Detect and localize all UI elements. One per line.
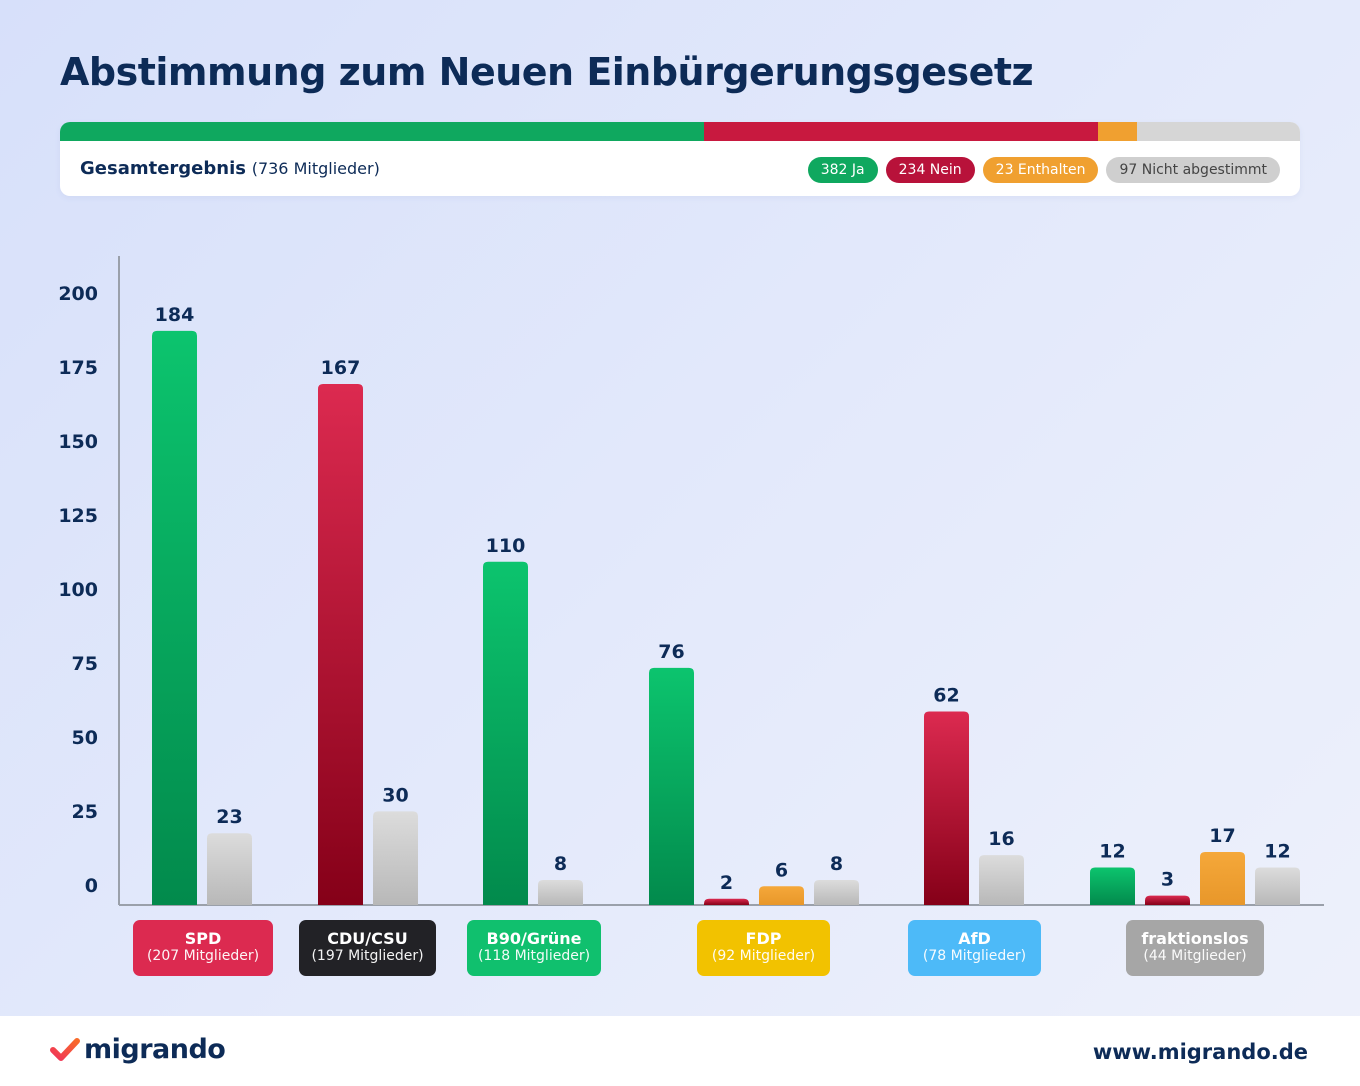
value-label: 8 [830, 853, 843, 875]
value-label: 76 [658, 641, 684, 663]
bars [152, 330, 1300, 906]
value-label: 8 [554, 853, 567, 875]
bar-fraktionslos-nein [1145, 895, 1190, 905]
party-label-cdu-csu: CDU/CSU (197 Mitglieder) [299, 920, 436, 976]
party-name: AfD [958, 929, 991, 948]
result-pill: 23 Enthalten [982, 157, 1099, 183]
y-tick-label: 25 [72, 801, 98, 823]
y-tick-label: 0 [85, 875, 98, 897]
party-label-fraktionslos: fraktionslos (44 Mitglieder) [1126, 920, 1264, 976]
bar-fraktionslos-nicht-abgestimmt [1255, 867, 1300, 905]
value-label: 110 [486, 535, 526, 557]
party-name: fraktionslos [1141, 929, 1249, 948]
y-tick-label: 100 [58, 579, 98, 601]
website-link[interactable]: www.migrando.de [1092, 1040, 1308, 1064]
party-name: FDP [745, 929, 782, 948]
page-title: Abstimmung zum Neuen Einbürgerungsgesetz [60, 50, 1034, 94]
summary-pills: 382 Ja 234 Nein 23 Enthalten 97 Nicht abges… [807, 157, 1280, 183]
summary-label: Gesamtergebnis (736 Mitglieder) [80, 158, 380, 179]
summary-title: Gesamtergebnis [80, 158, 246, 179]
value-label: 17 [1209, 825, 1235, 847]
stack-segment-ja [60, 122, 704, 141]
bar-fraktionslos-enthalten [1200, 851, 1245, 905]
bar-afd-nein [924, 711, 969, 905]
value-label: 184 [155, 304, 195, 326]
y-tick-label: 150 [58, 431, 98, 453]
value-label: 23 [216, 806, 242, 828]
bar-fdp-enthalten [759, 886, 804, 905]
value-label: 12 [1264, 841, 1290, 863]
y-tick-label: 75 [72, 653, 98, 675]
bar-spd-ja [152, 330, 197, 905]
result-pill: 234 Nein [885, 157, 975, 183]
bar-fdp-nein [704, 898, 749, 905]
bar-spd-nicht-abgestimmt [207, 833, 252, 905]
party-name: SPD [184, 929, 222, 948]
y-tick-label: 125 [58, 505, 98, 527]
party-members: (207 Mitglieder) [146, 948, 260, 964]
result-pill: 97 Nicht abgestimmt [1106, 157, 1280, 183]
party-members: (197 Mitglieder) [311, 948, 424, 964]
party-members: (78 Mitglieder) [922, 948, 1027, 964]
party-name: B90/Grüne [486, 929, 582, 948]
value-label: 12 [1099, 841, 1125, 863]
result-pill: 382 Ja [807, 157, 878, 183]
value-labels: 184 23 167 30 110 8 76 2 6 8 62 16 12 3 17 12 [155, 304, 1291, 894]
summary-card: Gesamtergebnis (736 Mitglieder) 382 Ja 23… [60, 122, 1300, 196]
y-tick-label: 200 [58, 283, 98, 305]
bar-fdp-nicht-abgestimmt [814, 880, 859, 905]
party-label-afd: AfD (78 Mitglieder) [908, 920, 1041, 976]
stack-segment-enthalten [1097, 122, 1137, 141]
value-label: 2 [720, 872, 733, 894]
party-members: (118 Mitglieder) [477, 948, 591, 964]
party-label-b90-gr-ne: B90/Grüne (118 Mitglieder) [467, 920, 601, 976]
value-label: 167 [321, 357, 361, 379]
bar-fdp-ja [649, 667, 694, 905]
footer: migrando www.migrando.de [0, 1016, 1360, 1086]
value-label: 16 [988, 828, 1014, 850]
bar-cdu-csu-nein [318, 383, 363, 906]
summary-members: (736 Mitglieder) [251, 159, 380, 178]
party-label-spd: SPD (207 Mitglieder) [133, 920, 273, 976]
bar-fraktionslos-ja [1090, 867, 1135, 905]
stack-segment-nicht-abgestimmt [1136, 122, 1300, 141]
total-result-stacked-bar [60, 122, 1300, 141]
value-label: 6 [775, 859, 788, 881]
migrando-logo[interactable]: migrando [50, 1034, 226, 1065]
value-label: 3 [1161, 869, 1174, 891]
value-label: 30 [382, 784, 408, 806]
bar-b90-gr-ne-ja [483, 561, 528, 905]
bar-cdu-csu-nicht-abgestimmt [373, 811, 418, 905]
y-tick-label: 50 [72, 727, 98, 749]
party-label-fdp: FDP (92 Mitglieder) [697, 920, 830, 976]
party-members: (44 Mitglieder) [1143, 948, 1247, 964]
bar-afd-nicht-abgestimmt [979, 855, 1024, 905]
y-tick-label: 175 [58, 357, 98, 379]
checkmark-icon [50, 1037, 80, 1061]
value-label: 62 [933, 685, 959, 707]
bar-b90-gr-ne-nicht-abgestimmt [538, 880, 583, 905]
logo-text: migrando [84, 1034, 226, 1065]
party-name: CDU/CSU [327, 929, 408, 948]
stack-segment-nein [703, 122, 1098, 141]
party-members: (92 Mitglieder) [711, 948, 816, 964]
